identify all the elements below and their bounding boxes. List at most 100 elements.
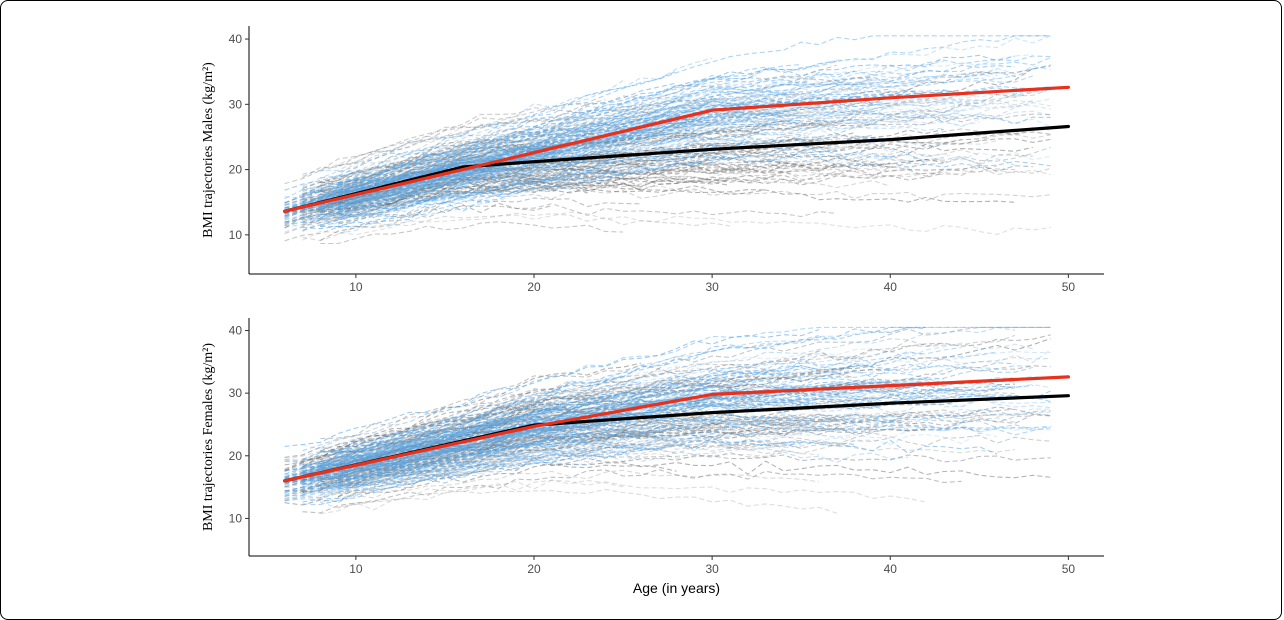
individual-trajectory-line (338, 376, 944, 480)
mean-lines-males (283, 85, 1071, 213)
individual-trajectory-line (302, 431, 784, 497)
individual-trajectory-line (284, 154, 1033, 235)
individual-trajectory-line (320, 117, 855, 197)
individual-trajectory-line (284, 437, 588, 493)
individual-trajectory-line (302, 365, 873, 468)
individual-trajectory-line (284, 446, 499, 495)
individual-trajectory-line (338, 435, 642, 488)
individual-trajectory-line (338, 113, 1051, 184)
mean-line-red (283, 85, 1071, 213)
individual-trajectory-line (319, 334, 820, 467)
individual-trajectory-line (302, 63, 802, 196)
individual-trajectory-line (320, 346, 962, 469)
individual-trajectory-line (320, 444, 855, 499)
individual-trajectory-line (320, 442, 588, 486)
individual-trajectory-line (338, 77, 873, 166)
mean-lines-females (283, 375, 1071, 483)
individual-trajectory-line (337, 93, 1016, 195)
individual-trajectory-line (337, 375, 624, 453)
x-tick-label: 50 (1062, 562, 1076, 576)
individual-trajectory-line (320, 93, 980, 213)
individual-trajectory-line (320, 82, 730, 202)
individual-trajectory-line (284, 177, 730, 229)
individual-trajectory-line (320, 432, 1051, 480)
individual-trajectory-line (338, 429, 820, 486)
individual-trajectory-line (302, 399, 535, 481)
individual-trajectory-line (320, 202, 552, 241)
individual-trajectory-line (284, 147, 713, 226)
individual-trajectory-line (284, 351, 998, 473)
y-tick-label: 20 (229, 449, 243, 463)
individual-trajectory-line (302, 131, 552, 196)
individual-trajectory-line (320, 141, 570, 198)
individual-trajectory-line (284, 183, 1015, 213)
individual-trajectory-line (320, 427, 926, 484)
individual-trajectory-line (337, 384, 1033, 470)
individual-trajectory-line (320, 111, 926, 208)
individual-trajectory-line (320, 426, 730, 490)
individual-trajectory-line (284, 174, 517, 221)
ticks-females: 10 20 30 40 10 20 30 40 50 (229, 324, 1076, 576)
individual-trajectory-line (320, 159, 606, 214)
x-tick-label: 10 (349, 562, 363, 576)
individual-trajectory-line (302, 437, 855, 503)
individual-trajectory-line (320, 132, 606, 193)
individual-trajectory-line (284, 161, 891, 213)
individual-trajectory-line (320, 168, 606, 228)
individual-trajectory-line (338, 400, 552, 453)
individual-trajectory-line (337, 164, 784, 209)
individual-trajectory-line (337, 75, 1015, 196)
individual-trajectory-line (284, 70, 677, 191)
individual-trajectory-line (284, 70, 855, 206)
individual-trajectory-line (338, 177, 730, 211)
individual-trajectory-line (302, 212, 730, 242)
individual-trajectory-line (320, 138, 748, 210)
y-tick-label: 40 (229, 324, 243, 338)
individual-trajectory-line (320, 432, 677, 491)
individual-trajectory-line (320, 390, 1051, 466)
individual-trajectory-line (320, 125, 606, 190)
individual-trajectory-line (284, 432, 659, 483)
individual-trajectory-line (302, 78, 730, 205)
individual-trajectory-line (302, 436, 713, 506)
individual-trajectory-line (302, 166, 1015, 232)
individual-trajectory-line (284, 329, 820, 447)
x-tick-label: 10 (349, 280, 363, 294)
individual-trajectory-line (284, 176, 606, 228)
mean-line-black (283, 124, 1071, 213)
individual-trajectory-line (337, 454, 1051, 498)
individual-trajectory-line (302, 64, 837, 179)
individual-trajectory-line (284, 146, 1051, 226)
individual-trajectory-line (284, 448, 909, 502)
individual-trajectory-line (302, 419, 517, 473)
individual-trajectory-line (338, 439, 998, 487)
individual-trajectory-line (284, 391, 677, 472)
individual-trajectory-line (337, 457, 1051, 498)
individual-trajectory-line (302, 390, 535, 467)
individual-trajectory-line (338, 421, 1051, 479)
individual-trajectory-line (320, 116, 748, 209)
individual-trajectory-line (337, 382, 641, 458)
individual-trajectory-line (302, 146, 517, 200)
individual-trajectory-line (320, 454, 606, 489)
individual-trajectory-line (320, 326, 926, 454)
individual-trajectory-line (284, 138, 873, 223)
individual-trajectory-line (302, 351, 927, 476)
individual-trajectory-line (337, 92, 944, 187)
individual-trajectory-line (338, 110, 802, 191)
individual-trajectory-line (284, 90, 962, 204)
individual-trajectory-line (302, 374, 695, 465)
individual-trajectory-line (284, 436, 642, 501)
individual-trajectory-line (320, 164, 553, 210)
individual-trajectory-line (337, 409, 1051, 484)
y-axis-label: BMI trajectories Males (kg/m²) (201, 62, 216, 238)
individual-trajectory-line (302, 133, 855, 224)
x-tick-label: 30 (705, 280, 719, 294)
individual-trajectory-line (320, 404, 570, 467)
individual-trajectory-line (337, 81, 784, 184)
individual-trajectories-males (284, 35, 1051, 245)
individual-trajectory-line (320, 153, 944, 220)
individual-trajectory-line (338, 70, 998, 192)
individual-trajectory-line (302, 388, 570, 460)
individual-trajectory-line (302, 446, 624, 493)
